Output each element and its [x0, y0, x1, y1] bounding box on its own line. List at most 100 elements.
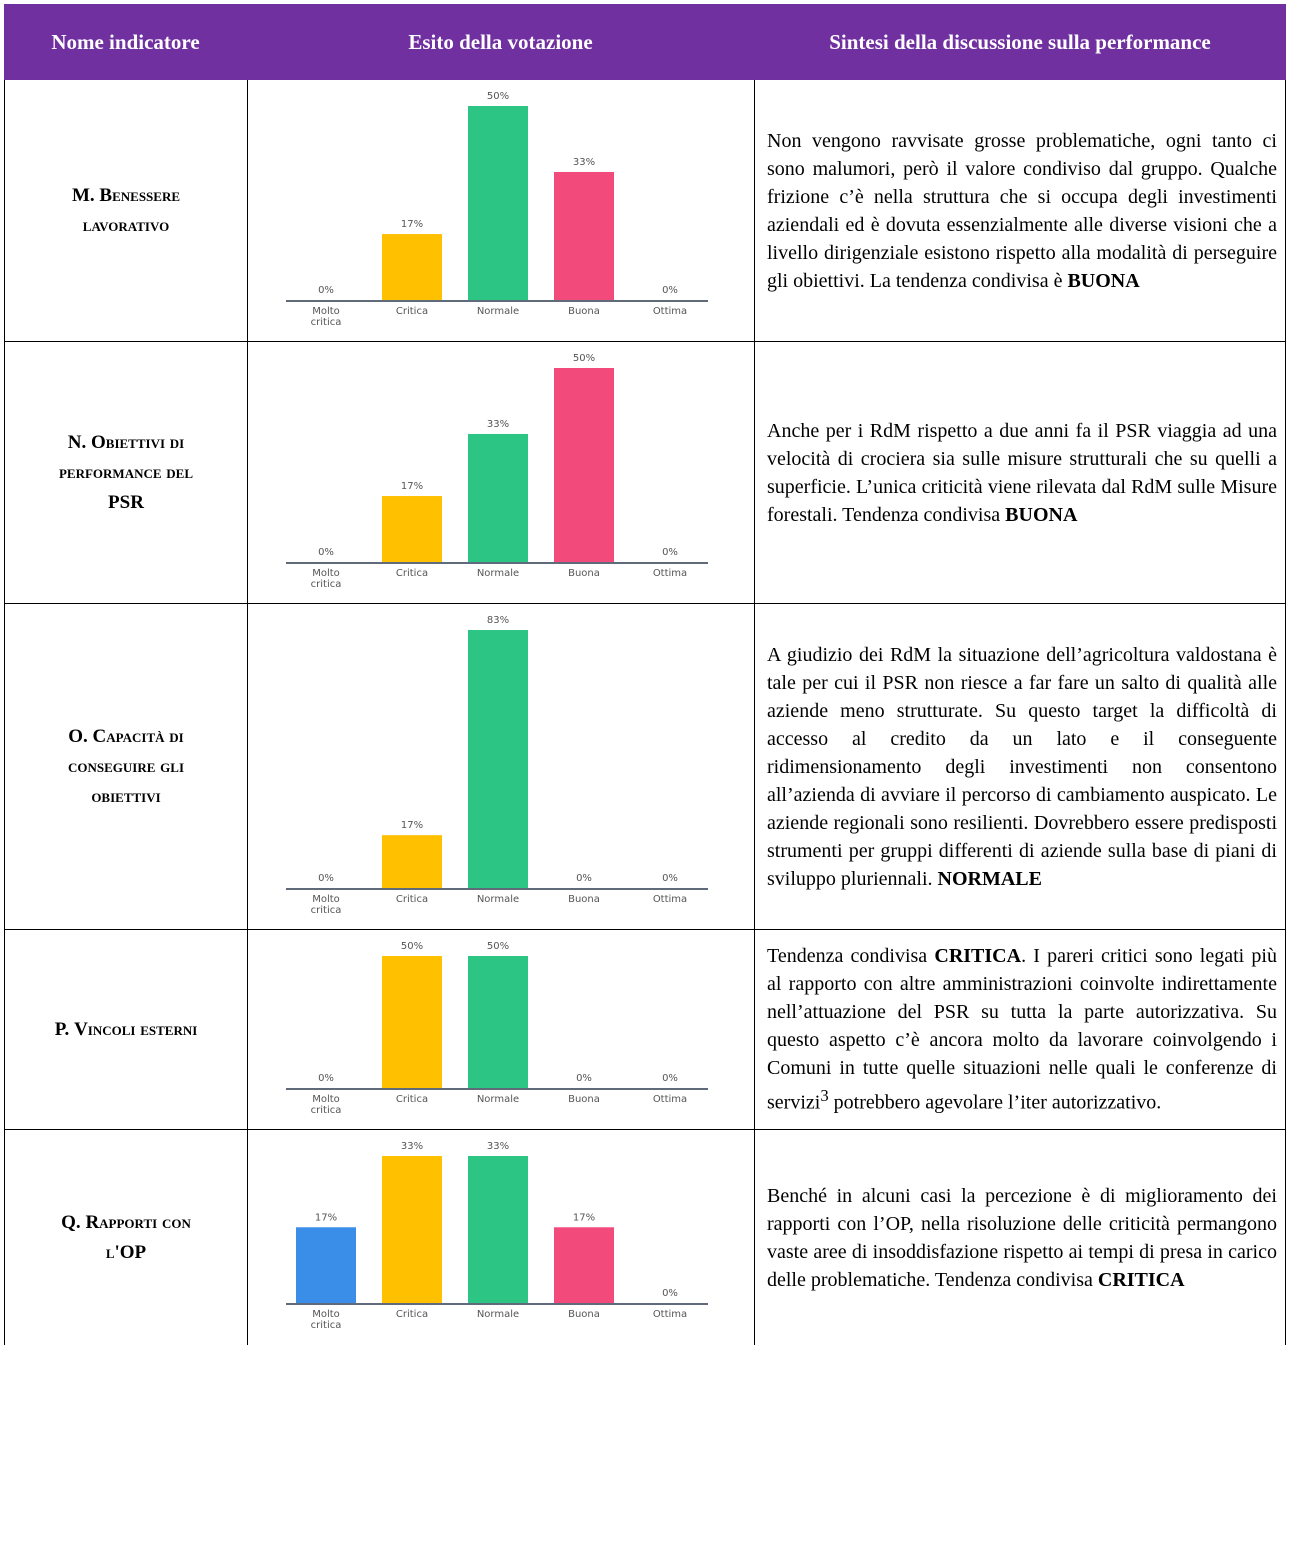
category-label: Ottima — [653, 1094, 687, 1105]
vote-chart-cell: 17% Molto critica 33% Critica 33% Normale 17% Bu… — [247, 1130, 754, 1345]
table-row: P. Vincoli esterni 0% Molto critica 50% Criti… — [4, 930, 1286, 1130]
category-label: Normale — [477, 894, 519, 905]
data-label: 0% — [662, 1288, 678, 1299]
indicator-word: performance del — [58, 461, 194, 483]
data-label: 0% — [576, 873, 592, 884]
category-label: Critica — [396, 894, 428, 905]
indicator-word: Obiettivi di — [91, 431, 185, 453]
bar — [382, 956, 442, 1088]
summary-body: Non vengono ravvisate grosse problematic… — [767, 129, 1277, 292]
indicator-word: Rapporti con — [85, 1211, 191, 1233]
table-row: M. Benessere lavorativo 0% Molto critica 17% C… — [4, 80, 1286, 342]
category-label: critica — [311, 579, 342, 590]
discussion-summary: Tendenza condivisa CRITICA. I pareri cri… — [754, 930, 1286, 1129]
indicator-name: P. Vincoli esterni — [4, 930, 247, 1129]
category-label: Buona — [568, 1309, 600, 1320]
category-label: critica — [311, 317, 342, 328]
data-label: 0% — [318, 547, 334, 558]
category-label: Critica — [396, 1094, 428, 1105]
category-label: Molto — [312, 568, 340, 579]
data-label: 50% — [401, 941, 423, 952]
summary-trend: NORMALE — [937, 867, 1042, 890]
summary-text: A giudizio dei RdM la situazione dell’ag… — [767, 641, 1277, 893]
category-label: Buona — [568, 306, 600, 317]
indicator-word: obiettivi — [91, 785, 161, 807]
discussion-summary: Benché in alcuni casi la percezione è di… — [754, 1130, 1286, 1345]
data-label: 0% — [662, 873, 678, 884]
summary-trend: BUONA — [1067, 269, 1140, 292]
summary-trend: CRITICA — [934, 945, 1022, 968]
category-label: Molto — [312, 1094, 340, 1105]
header-indicator-name: Nome indicatore — [51, 30, 200, 54]
category-label: Buona — [568, 894, 600, 905]
summary-body: A giudizio dei RdM la situazione dell’ag… — [767, 643, 1277, 890]
data-label: 50% — [573, 353, 595, 364]
bar — [554, 171, 614, 300]
indicator-name: O. Capacità di conseguire gli obiettivi — [4, 604, 247, 929]
bar — [554, 1227, 614, 1303]
indicator-word: lavorativo — [82, 214, 170, 236]
data-label: 83% — [487, 615, 509, 626]
summary-lead: Tendenza condivisa — [767, 945, 935, 968]
header-vote-result: Esito della votazione — [408, 30, 593, 54]
category-label: Critica — [396, 1309, 428, 1320]
summary-trend: BUONA — [1005, 503, 1078, 526]
category-label: Critica — [396, 568, 428, 579]
bar — [468, 1156, 528, 1303]
discussion-summary: A giudizio dei RdM la situazione dell’ag… — [754, 604, 1286, 929]
data-label: 0% — [662, 547, 678, 558]
data-label: 17% — [401, 219, 423, 230]
category-label: Buona — [568, 568, 600, 579]
bar — [468, 106, 528, 300]
category-label: critica — [311, 905, 342, 916]
data-label: 0% — [662, 1073, 678, 1084]
data-label: 50% — [487, 941, 509, 952]
data-label: 0% — [662, 285, 678, 296]
indicator-name: Q. Rapporti con l'OP — [4, 1130, 247, 1345]
data-label: 17% — [315, 1212, 337, 1223]
data-label: 17% — [401, 481, 423, 492]
vote-chart-cell: 0% Molto critica 50% Critica 50% Normale 0% Buon… — [247, 930, 754, 1129]
category-label: Molto — [312, 894, 340, 905]
indicator-name: M. Benessere lavorativo — [4, 80, 247, 341]
indicator-prefix: O. — [68, 725, 88, 747]
category-label: Ottima — [653, 306, 687, 317]
summary-body: . I pareri critici sono legati più al ra… — [767, 945, 1277, 1114]
category-label: Buona — [568, 1094, 600, 1105]
data-label: 33% — [487, 1141, 509, 1152]
bar — [468, 956, 528, 1088]
category-label: Normale — [477, 306, 519, 317]
bar — [382, 234, 442, 300]
category-label: critica — [311, 1105, 342, 1116]
data-label: 0% — [318, 1073, 334, 1084]
data-label: 0% — [318, 873, 334, 884]
table-header: Nome indicatore Esito della votazione Si… — [4, 4, 1286, 80]
indicator-word: l'OP — [105, 1241, 147, 1263]
discussion-summary: Anche per i RdM rispetto a due anni fa i… — [754, 342, 1286, 603]
indicator-name: N. Obiettivi di performance del PSR — [4, 342, 247, 603]
data-label: 33% — [573, 157, 595, 168]
indicator-prefix: N. — [67, 431, 87, 453]
category-label: Ottima — [653, 568, 687, 579]
category-label: Critica — [396, 306, 428, 317]
bar — [468, 630, 528, 888]
indicator-word: conseguire gli — [68, 755, 184, 777]
summary-body: Anche per i RdM rispetto a due anni fa i… — [767, 419, 1277, 526]
category-label: Ottima — [653, 1309, 687, 1320]
data-label: 50% — [487, 91, 509, 102]
indicator-word: PSR — [108, 491, 144, 513]
category-label: Molto — [312, 306, 340, 317]
table-row: N. Obiettivi di performance del PSR 0% Molto… — [4, 342, 1286, 604]
indicator-word: Capacità di — [92, 725, 184, 747]
data-label: 33% — [401, 1141, 423, 1152]
summary-body: Benché in alcuni casi la percezione è di… — [767, 1184, 1277, 1291]
indicator-prefix: P. — [54, 1018, 70, 1040]
performance-table: Nome indicatore Esito della votazione Si… — [4, 4, 1286, 1345]
table-row: Q. Rapporti con l'OP 17% Molto critica 33% Cri… — [4, 1130, 1286, 1345]
data-label: 17% — [573, 1212, 595, 1223]
discussion-summary: Non vengono ravvisate grosse problematic… — [754, 80, 1286, 341]
table-row: O. Capacità di conseguire gli obiettivi 0% M… — [4, 604, 1286, 930]
